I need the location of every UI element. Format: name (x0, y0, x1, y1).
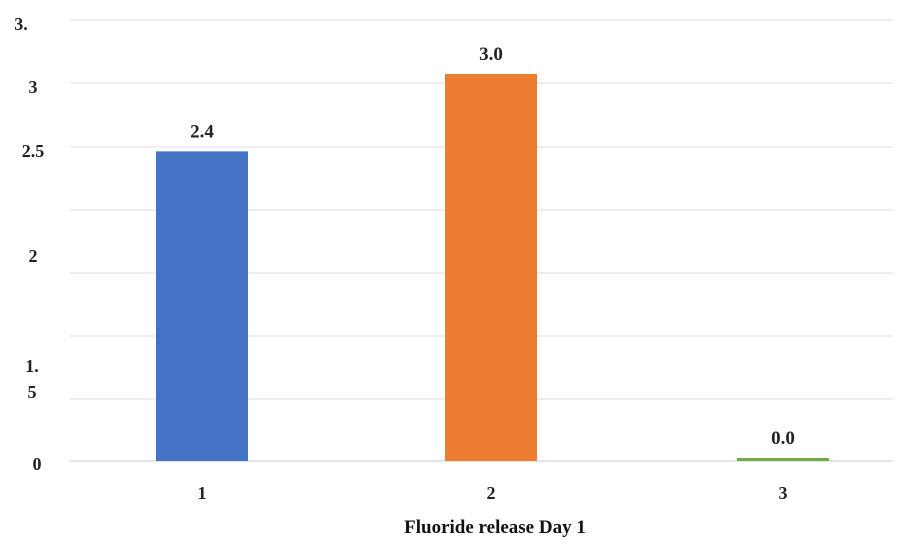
y-tick-label: 3 (29, 77, 38, 97)
bars (156, 74, 829, 461)
x-tick-label: 2 (487, 483, 496, 503)
bar-3 (737, 458, 829, 461)
data-label-2: 3.0 (479, 44, 503, 65)
y-tick-label: 2 (29, 246, 38, 266)
y-tick-label: 1. 5 (25, 356, 39, 402)
y-tick-label: 3. (14, 14, 28, 34)
x-axis-tick-labels: 1 2 3 (198, 483, 788, 503)
y-axis-tick-labels: 0 1. 5 2 2.5 3 3. (14, 14, 44, 474)
y-tick-label: 2.5 (22, 141, 45, 161)
bar-1 (156, 151, 248, 461)
y-tick-label: 0 (33, 454, 42, 474)
x-axis-title: Fluoride release Day 1 (404, 517, 586, 538)
x-tick-label: 3 (779, 483, 788, 503)
data-label-1: 2.4 (190, 121, 214, 142)
x-tick-label: 1 (198, 483, 207, 503)
bar-2 (445, 74, 537, 461)
data-labels: 2.4 3.0 0.0 (190, 44, 795, 449)
data-label-3: 0.0 (771, 428, 795, 449)
